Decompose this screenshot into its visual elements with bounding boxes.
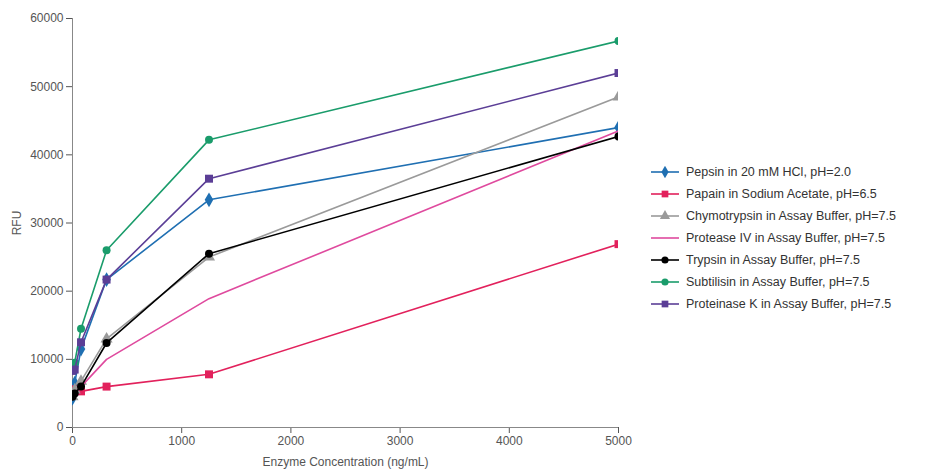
svg-text:60000: 60000	[30, 11, 64, 25]
html-text:Protease IV in Assay Buffer, p: Protease IV in Assay Buffer, pH=7.5	[686, 230, 885, 245]
html-text:Pepsin in 20 mM HCl, pH=2.0: Pepsin in 20 mM HCl, pH=2.0	[686, 164, 851, 179]
svg-text:5000: 5000	[605, 434, 632, 448]
svg-text:20000: 20000	[30, 284, 64, 298]
svg-text:0: 0	[69, 434, 76, 448]
svg-text:2000: 2000	[278, 434, 305, 448]
html-text:Papain in Sodium Acetate, pH=6: Papain in Sodium Acetate, pH=6.5	[686, 186, 877, 201]
svg-text:10000: 10000	[30, 352, 64, 366]
svg-text:0: 0	[57, 420, 64, 434]
svg-text:30000: 30000	[30, 216, 64, 230]
html-text:Trypsin in Assay Buffer, pH=7.: Trypsin in Assay Buffer, pH=7.5	[686, 252, 861, 267]
html-text:Chymotrypsin in Assay Buffer,: Chymotrypsin in Assay Buffer, pH=7.5	[686, 208, 896, 223]
svg-text:4000: 4000	[496, 434, 523, 448]
svg-text:50000: 50000	[30, 80, 64, 94]
html-text:Proteinase K in Assay Buffer,: Proteinase K in Assay Buffer, pH=7.5	[686, 296, 892, 311]
svg-text:RFU: RFU	[10, 211, 24, 236]
svg-text:40000: 40000	[30, 148, 64, 162]
svg-text:3000: 3000	[387, 434, 414, 448]
html-text:Subtilisin in Assay Buffer, pH: Subtilisin in Assay Buffer, pH=7.5	[686, 274, 870, 289]
svg-text:Enzyme Concentration (ng/mL): Enzyme Concentration (ng/mL)	[262, 455, 428, 469]
svg-text:1000: 1000	[168, 434, 195, 448]
